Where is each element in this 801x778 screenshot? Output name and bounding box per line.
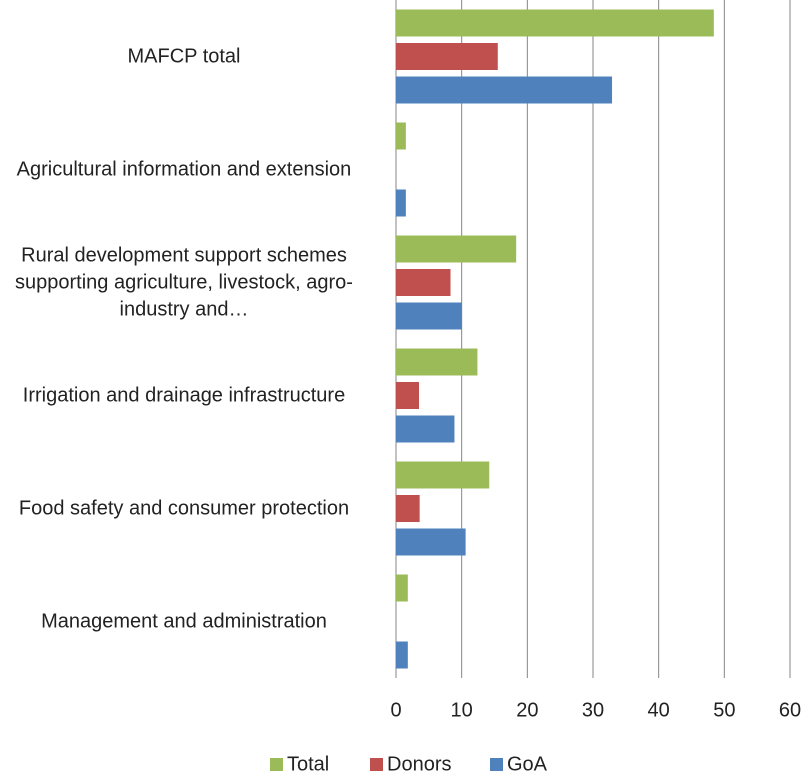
category-label: Management and administration xyxy=(41,610,327,632)
bar xyxy=(396,235,517,263)
x-tick-label: 30 xyxy=(582,699,604,721)
legend-swatch xyxy=(270,758,283,771)
x-tick-label: 40 xyxy=(648,699,670,721)
legend-swatch xyxy=(370,758,383,771)
category-label: MAFCP total xyxy=(127,45,241,67)
bar xyxy=(396,528,466,556)
bar xyxy=(396,43,498,70)
bar xyxy=(396,302,462,330)
bar xyxy=(396,495,420,522)
bar xyxy=(396,9,714,37)
legend-label: Donors xyxy=(387,753,451,775)
x-tick-label: 20 xyxy=(516,699,538,721)
bar xyxy=(396,574,408,602)
category-label: Irrigation and drainage infrastructure xyxy=(22,384,346,406)
x-tick-label: 0 xyxy=(390,699,401,721)
category-label: Agricultural information and extension xyxy=(16,158,352,180)
legend-swatch xyxy=(490,758,503,771)
legend-label: Total xyxy=(287,753,329,775)
legend-label: GoA xyxy=(507,753,548,775)
x-tick-label: 60 xyxy=(779,699,801,721)
bar xyxy=(396,269,451,296)
bar xyxy=(396,641,408,669)
bar xyxy=(396,382,419,409)
bar xyxy=(396,122,406,150)
x-tick-label: 10 xyxy=(451,699,473,721)
category-label: Food safety and consumer protection xyxy=(18,497,350,519)
bar xyxy=(396,461,490,489)
bar xyxy=(396,189,406,217)
bar xyxy=(396,415,455,443)
bar xyxy=(396,76,613,104)
x-tick-label: 50 xyxy=(713,699,735,721)
category-label: Rural development support schemes suppor… xyxy=(15,244,353,320)
bar xyxy=(396,348,478,376)
